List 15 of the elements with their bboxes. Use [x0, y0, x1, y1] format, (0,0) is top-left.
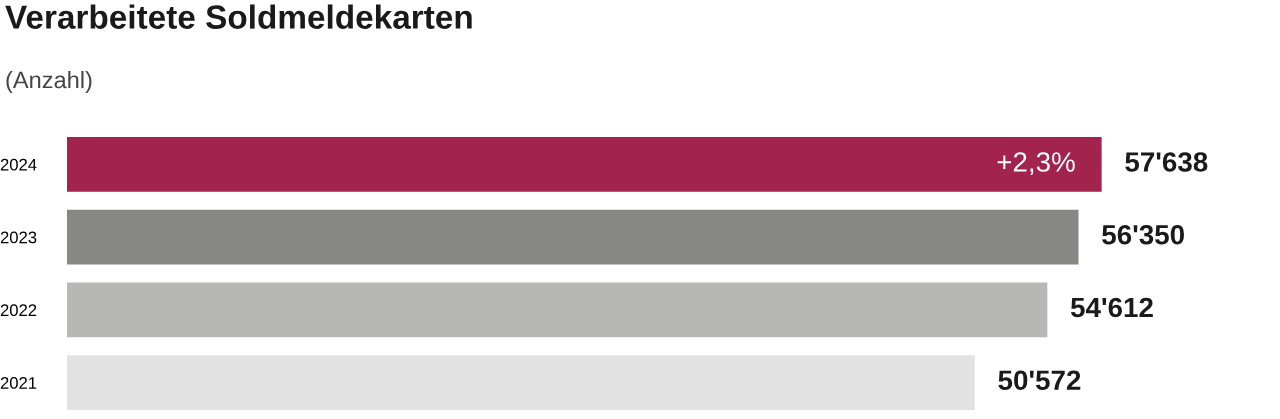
chart-title: Verarbeitete Soldmeldekarten [5, 4, 472, 29]
data-label: 54'612 [1070, 297, 1153, 318]
data-label: 50'572 [998, 370, 1081, 391]
annotation: +2,3% [997, 152, 1075, 176]
bar [67, 209, 1079, 265]
data-label: 56'350 [1102, 224, 1184, 245]
y-tick-label: 2023 [0, 231, 37, 244]
y-tick-label: 2022 [0, 304, 37, 317]
y-tick-label: 2024 [0, 158, 37, 171]
y-tick-label: 2021 [0, 377, 37, 389]
bar [67, 137, 1102, 192]
data-label: 57'638 [1125, 152, 1208, 172]
bar [67, 282, 1048, 338]
chart-subtitle: (Anzahl) [6, 71, 92, 93]
bar [67, 355, 975, 410]
